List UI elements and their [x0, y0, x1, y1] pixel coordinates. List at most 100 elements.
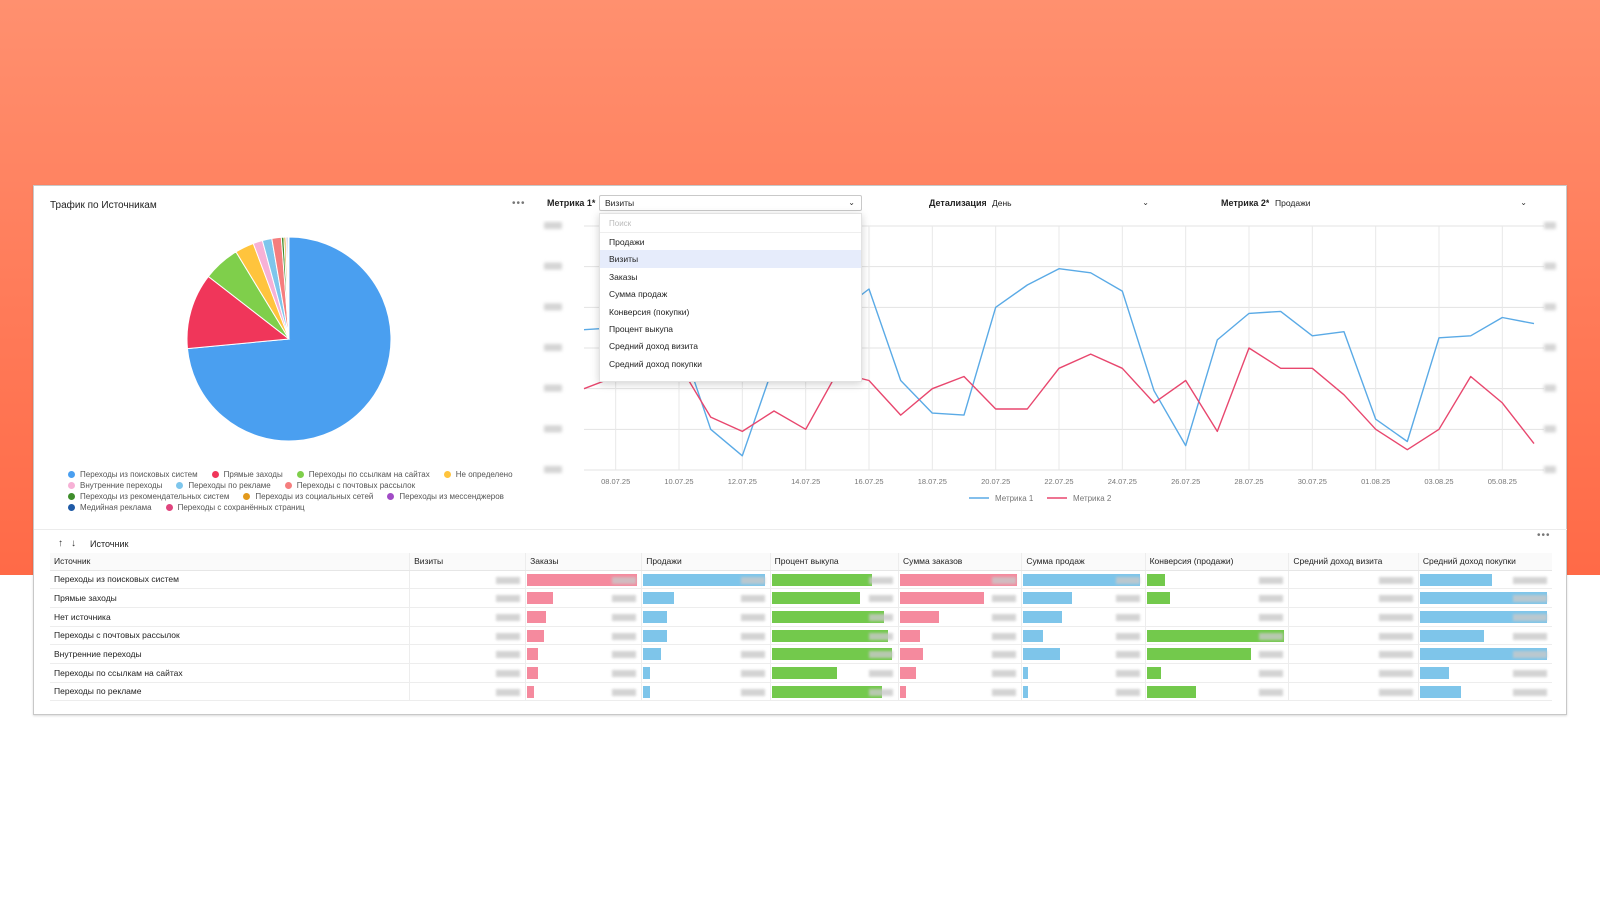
legend-dot-icon: [211, 471, 219, 478]
source-cell: Внутренние переходы: [50, 644, 410, 664]
x-tick-label: 03.08.25: [1424, 477, 1453, 486]
y-axis-label-right: [1544, 344, 1556, 351]
sort-field-label[interactable]: Источник: [90, 538, 129, 549]
legend-label[interactable]: Метрика 2: [1073, 494, 1112, 503]
blurred-value: [1513, 613, 1547, 621]
dropdown-option[interactable]: Конверсия (покупки): [609, 306, 690, 317]
blurred-value: [869, 651, 894, 659]
metric2-select[interactable]: Продажи ⌄: [1269, 195, 1534, 211]
column-header[interactable]: Источник: [50, 553, 410, 571]
legend-label: Прямые заходы: [223, 470, 283, 479]
table-row[interactable]: Внутренние переходы: [50, 644, 1552, 664]
metric-cell: [1417, 663, 1552, 683]
legend-item[interactable]: Переходы с сохранённых страниц: [165, 502, 305, 513]
sort-desc-icon[interactable]: ↓: [71, 538, 76, 549]
value-bar: [900, 573, 1018, 586]
dropdown-option[interactable]: Визиты: [600, 250, 861, 268]
blurred-value: [1513, 669, 1547, 677]
blurred-value: [1378, 669, 1413, 677]
blurred-value: [1513, 576, 1547, 584]
table-row[interactable]: Прямые заходы: [50, 588, 1552, 608]
legend-row: Медийная реклама Переходы с сохранённых с…: [68, 502, 538, 513]
x-tick-label: 12.07.25: [728, 477, 757, 486]
pie-slice[interactable]: [287, 236, 290, 340]
blurred-value: [992, 651, 1017, 659]
column-header[interactable]: Визиты: [409, 553, 526, 571]
metric-cell: [1288, 570, 1419, 590]
blurred-value: [869, 669, 894, 677]
value-bar: [643, 592, 675, 605]
table-row[interactable]: Нет источника: [50, 607, 1552, 627]
dropdown-option[interactable]: Средний доход покупки: [609, 358, 702, 369]
value-bar: [643, 648, 662, 661]
table-row[interactable]: Переходы по ссылкам на сайтах: [50, 663, 1552, 683]
metric1-value: Визиты: [605, 198, 635, 208]
table-row[interactable]: Переходы с почтовых рассылок: [50, 626, 1552, 646]
dropdown-option[interactable]: Продажи: [609, 237, 645, 247]
dropdown-option[interactable]: Средний доход визита: [609, 341, 698, 352]
dropdown-option[interactable]: Сумма продаж: [609, 289, 668, 300]
metric-cell: [409, 588, 526, 608]
metric-cell: [898, 644, 1022, 664]
column-header[interactable]: Средний доход визита: [1288, 553, 1419, 571]
legend-item[interactable]: Переходы из поисковых систем: [68, 469, 198, 480]
pie-chart: [186, 236, 392, 442]
source-cell: Переходы с почтовых рассылок: [50, 626, 410, 646]
blurred-value: [1259, 632, 1284, 640]
value-bar: [643, 573, 766, 586]
legend-dot-icon: [176, 482, 184, 489]
metric-cell: [1288, 644, 1419, 664]
value-bar: [1023, 666, 1029, 679]
dropdown-search-input[interactable]: Поиск: [600, 214, 861, 233]
blurred-value: [1259, 595, 1284, 603]
legend-item[interactable]: Переходы по рекламе: [176, 480, 271, 491]
chevron-down-icon: ⌄: [848, 198, 855, 207]
legend-item[interactable]: Переходы с почтовых рассылок: [284, 480, 415, 491]
legend-item[interactable]: Внутренние переходы: [68, 480, 162, 491]
metric-cell: [641, 626, 771, 646]
metric-cell: [1021, 626, 1146, 646]
blurred-value: [869, 595, 894, 603]
sort-asc-icon[interactable]: ↑: [58, 538, 63, 549]
metrics-chart-panel: Метрика 1* Визиты ⌄ Детализация* День ⌄ …: [539, 186, 1567, 528]
column-header[interactable]: Сумма продаж: [1021, 553, 1146, 571]
more-icon[interactable]: •••: [512, 198, 526, 209]
legend-item[interactable]: Медийная реклама: [68, 502, 152, 513]
metric1-select[interactable]: Визиты ⌄: [599, 195, 862, 211]
value-bar: [1419, 666, 1449, 679]
legend-item[interactable]: Переходы из рекомендательных систем: [68, 491, 229, 502]
column-header[interactable]: Сумма заказов: [898, 553, 1022, 571]
blurred-value: [1259, 576, 1284, 584]
dropdown-option[interactable]: Заказы: [609, 271, 638, 282]
series-line-2[interactable]: [583, 347, 1535, 451]
legend-item[interactable]: Переходы из мессенджеров: [387, 491, 504, 502]
dropdown-option[interactable]: Процент выкупа: [609, 323, 674, 334]
legend-item[interactable]: Не определено: [443, 469, 513, 480]
legend-item[interactable]: Переходы из социальных сетей: [243, 491, 373, 502]
legend-item[interactable]: Прямые заходы: [211, 469, 283, 480]
metric-cell: [898, 682, 1022, 702]
metric-cell: [409, 626, 526, 646]
x-tick-label: 24.07.25: [1108, 477, 1137, 486]
table-row[interactable]: Переходы из поисковых систем: [50, 570, 1552, 590]
legend-item[interactable]: Переходы по ссылкам на сайтах: [296, 469, 430, 480]
metric-cell: [898, 626, 1022, 646]
value-bar: [1023, 685, 1029, 698]
legend-row: Переходы из рекомендательных систем Перех…: [68, 491, 538, 502]
column-header[interactable]: Заказы: [525, 553, 642, 571]
column-header[interactable]: Конверсия (продажи): [1144, 553, 1289, 571]
metric-cell: [769, 607, 899, 627]
legend-dot-icon: [284, 482, 292, 489]
more-icon[interactable]: •••: [1537, 530, 1551, 541]
detail-select[interactable]: День ⌄: [986, 195, 1156, 211]
value-bar: [1419, 573, 1492, 586]
value-bar: [527, 592, 554, 605]
blurred-value: [496, 632, 521, 640]
legend-label[interactable]: Метрика 1: [995, 494, 1034, 503]
series-line-1[interactable]: [583, 268, 1535, 457]
column-header[interactable]: Продажи: [641, 553, 771, 571]
column-header[interactable]: Средний доход покупки: [1417, 553, 1552, 571]
column-header[interactable]: Процент выкупа: [769, 553, 899, 571]
pie-slice[interactable]: [186, 275, 291, 350]
table-row[interactable]: Переходы по рекламе: [50, 682, 1552, 702]
